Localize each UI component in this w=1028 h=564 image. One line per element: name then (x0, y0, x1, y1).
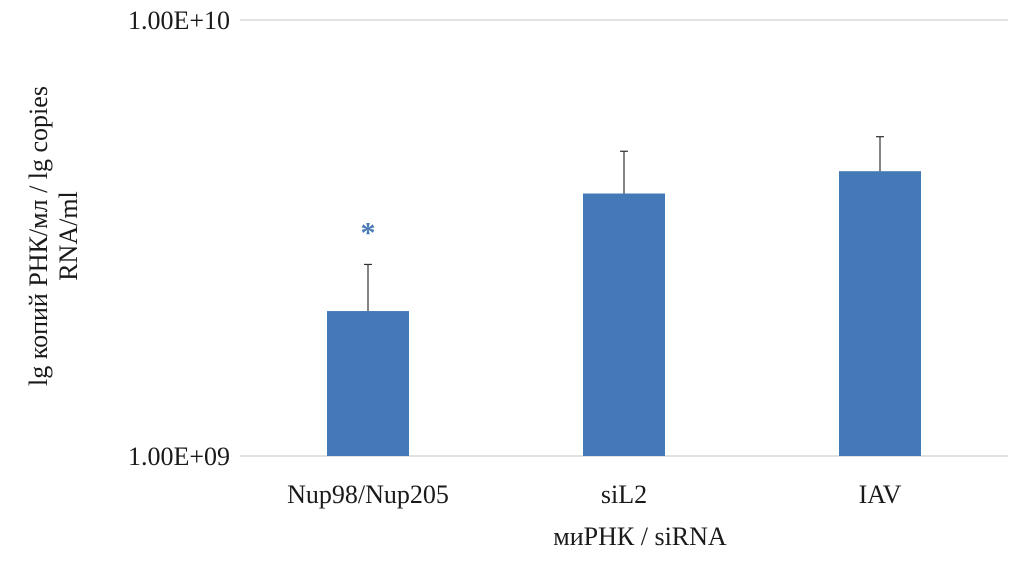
category-labels: Nup98/Nup205 siL2 IAV (287, 480, 902, 509)
y-axis-title-line-2: RNA/ml (54, 191, 83, 281)
y-axis-title: lg копий РНК/мл / lg copies RNA/ml (24, 86, 83, 386)
y-tick-labels: 1.00E+09 1.00E+10 (128, 6, 230, 471)
category-label: siL2 (601, 480, 647, 509)
category-label: IAV (859, 480, 902, 509)
annotations: * (361, 216, 376, 249)
y-tick-label: 1.00E+09 (128, 442, 230, 471)
bar (583, 193, 665, 457)
bar (839, 171, 921, 456)
y-tick-label: 1.00E+10 (128, 6, 230, 35)
bar (327, 311, 409, 456)
significance-asterisk: * (361, 216, 376, 249)
category-label: Nup98/Nup205 (287, 480, 449, 509)
bars (327, 171, 921, 457)
y-axis-title-line-1: lg копий РНК/мл / lg copies (24, 86, 53, 386)
x-axis-title: миРНК / siRNA (553, 522, 727, 551)
